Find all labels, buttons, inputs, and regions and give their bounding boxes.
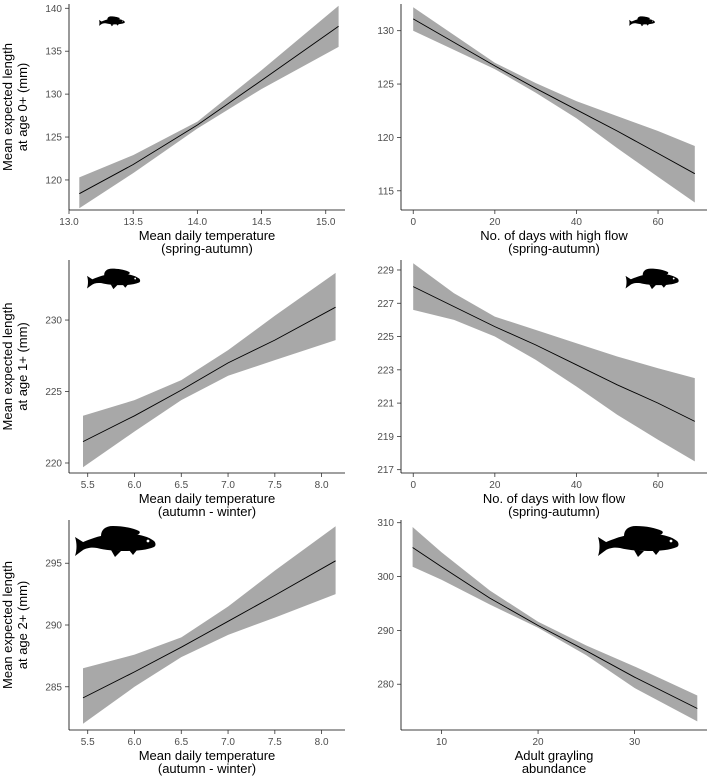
grayling-fish-icon: [629, 16, 655, 27]
x-tick-label: 13.5: [123, 217, 143, 228]
y-tick-label: 280: [377, 680, 394, 691]
chart-panel-5: 5.5 6.0 6.5 7.0 7.5 8.0 285 290 295 Mean daily te…: [0, 520, 345, 776]
y-tick-label: 300: [377, 572, 394, 583]
y-axis-title: at age 1+ (mm): [15, 322, 30, 411]
y-tick-label: 295: [45, 559, 62, 570]
x-tick-label: 7.0: [221, 737, 235, 748]
grayling-fish-icon: [598, 526, 679, 557]
grayling-fish-icon: [625, 268, 679, 290]
x-axis-title: No. of days with high flow: [480, 228, 628, 243]
chart-panel-4: 0 20 40 60 217 219 221 223 225 227 229 No. of days …: [377, 260, 707, 519]
y-tick-label: 120: [377, 133, 394, 144]
x-axis-title: Adult grayling: [515, 748, 594, 763]
x-tick-label: 6.0: [128, 737, 142, 748]
y-tick-label: 115: [378, 186, 394, 197]
x-axis-title: (spring-autumn): [508, 241, 600, 256]
y-tick-label: 230: [45, 316, 62, 327]
y-tick-label: 120: [45, 175, 62, 186]
y-tick-label: 223: [377, 365, 394, 376]
fitted-line: [82, 560, 336, 699]
fitted-line: [82, 306, 336, 443]
y-tick-label: 221: [377, 399, 394, 410]
x-axis-title: Mean daily temperature: [139, 228, 276, 243]
grayling-fish-icon: [75, 526, 156, 557]
y-tick-label: 135: [45, 47, 62, 58]
x-tick-label: 5.5: [81, 737, 95, 748]
fitted-line: [79, 25, 339, 195]
x-tick-label: 30: [629, 737, 641, 748]
x-tick-label: 6.0: [128, 480, 142, 491]
confidence-band: [83, 272, 336, 468]
x-tick-label: 7.5: [268, 737, 282, 748]
y-tick-label: 225: [377, 332, 394, 343]
y-tick-label: 225: [45, 387, 62, 398]
x-tick-label: 14.0: [188, 217, 208, 228]
fitted-line: [412, 18, 696, 175]
chart-panel-2: 0 20 40 60 115 120 125 130 No. of days with high…: [377, 4, 707, 256]
x-tick-label: 40: [571, 480, 583, 491]
x-tick-label: 0: [410, 480, 416, 491]
y-tick-label: 219: [377, 432, 394, 443]
x-tick-label: 20: [533, 737, 545, 748]
x-tick-label: 20: [489, 480, 501, 491]
x-tick-label: 40: [571, 217, 583, 228]
confidence-band: [412, 527, 698, 722]
x-axis-title: abundance: [522, 761, 586, 776]
y-tick-label: 140: [45, 4, 62, 15]
x-tick-label: 0: [410, 217, 416, 228]
x-axis-title: (spring-autumn): [161, 241, 253, 256]
confidence-band: [83, 526, 336, 724]
confidence-band: [413, 263, 695, 462]
x-axis-title: (autumn - winter): [158, 504, 256, 519]
y-tick-label: 290: [45, 621, 62, 632]
x-axis-title: (autumn - winter): [158, 761, 256, 776]
chart-panel-3: 5.5 6.0 6.5 7.0 7.5 8.0 220 225 230 Mean daily te…: [0, 260, 345, 519]
y-tick-label: 130: [45, 90, 62, 101]
x-tick-label: 14.5: [252, 217, 272, 228]
x-tick-label: 60: [652, 217, 664, 228]
grayling-fish-icon: [87, 268, 141, 290]
y-tick-label: 227: [377, 299, 394, 310]
x-tick-label: 7.5: [268, 480, 282, 491]
chart-panel-1: 13.0 13.5 14.0 14.5 15.0 120 125 130 135 140 Mean …: [0, 4, 345, 256]
y-tick-label: 310: [377, 518, 394, 529]
x-axis-title: (spring-autumn): [508, 504, 600, 519]
confidence-band: [79, 5, 339, 209]
y-tick-label: 125: [45, 133, 62, 144]
y-tick-label: 125: [377, 80, 394, 91]
y-axis-title: at age 0+ (mm): [15, 63, 30, 152]
x-tick-label: 13.0: [59, 217, 79, 228]
y-tick-label: 217: [377, 465, 394, 476]
y-axis-title: Mean expected length: [0, 303, 15, 431]
x-tick-label: 60: [652, 480, 664, 491]
confidence-band: [413, 7, 695, 203]
chart-panel-6: 10 20 30 280 290 300 310 Adult graylingabundanc…: [377, 518, 707, 776]
y-tick-label: 229: [377, 265, 394, 276]
x-axis-title: No. of days with low flow: [483, 491, 626, 506]
y-axis-title: Mean expected length: [0, 561, 15, 689]
x-tick-label: 10: [436, 737, 448, 748]
x-tick-label: 7.0: [221, 480, 235, 491]
x-tick-label: 6.5: [174, 480, 188, 491]
fitted-line: [412, 547, 698, 709]
y-axis-title: Mean expected length: [0, 43, 15, 171]
x-tick-label: 20: [489, 217, 501, 228]
y-tick-label: 130: [377, 26, 394, 37]
x-axis-title: Mean daily temperature: [139, 748, 276, 763]
fitted-line: [413, 286, 696, 422]
x-tick-label: 5.5: [81, 480, 95, 491]
y-axis-title: at age 2+ (mm): [15, 581, 30, 670]
x-axis-title: Mean daily temperature: [139, 491, 276, 506]
x-tick-label: 15.0: [316, 217, 336, 228]
x-tick-label: 8.0: [315, 480, 329, 491]
x-tick-label: 6.5: [174, 737, 188, 748]
x-tick-label: 8.0: [315, 737, 329, 748]
y-tick-label: 220: [45, 458, 62, 469]
y-tick-label: 285: [45, 682, 62, 693]
y-tick-label: 290: [377, 626, 394, 637]
grayling-fish-icon: [99, 16, 125, 27]
